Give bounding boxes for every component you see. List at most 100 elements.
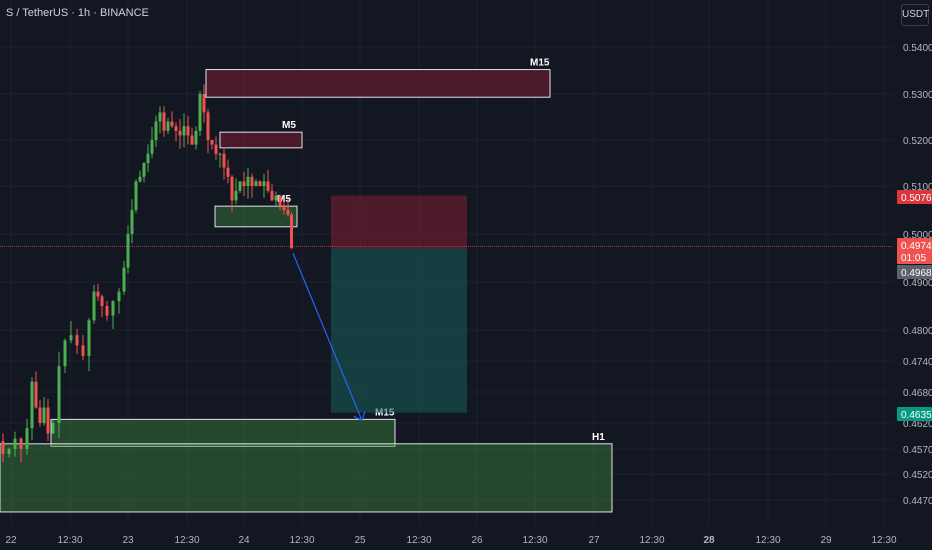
take-profit-zone [331,248,467,413]
x-tick-label: 12:30 [174,535,199,546]
candle [138,176,142,182]
price-badge-current: 0.4974 [901,241,932,252]
candle [69,335,73,341]
price-countdown: 01:05 [901,253,926,264]
candle [13,438,17,449]
zone-m5-demand [214,205,298,228]
y-tick-label: 0.4470 [903,496,932,507]
candle [63,340,67,367]
projection-arrowhead [353,411,366,422]
candle [186,126,190,136]
zone-label: M15 [530,58,550,69]
zone-label: M15 [375,407,395,418]
candle [198,94,202,131]
candle [178,130,182,136]
x-tick-label: 25 [354,535,366,546]
candle [182,126,186,136]
candle [158,112,162,122]
candle [92,291,96,321]
y-tick-label: 0.4570 [903,445,932,456]
y-tick-label: 0.5300 [903,90,932,101]
y-tick-label: 0.4740 [903,357,932,368]
candle [286,210,290,215]
y-tick-label: 0.4680 [903,388,932,399]
candle [150,140,154,154]
price-badge-current-bg [897,238,932,252]
candle [142,163,146,177]
projection-arrow [292,252,363,421]
price-badge-upper-bg [897,190,932,204]
x-tick-label: 24 [238,535,250,546]
candle [130,210,134,234]
candle [42,407,46,423]
candle [226,167,230,177]
candle [254,181,258,186]
candle [174,126,178,131]
y-tick-label: 0.5100 [903,182,932,193]
zone-label: M5 [277,194,291,205]
x-tick-label: 26 [471,535,483,546]
x-tick-label: 12:30 [406,535,431,546]
y-tick-label: 0.5200 [903,136,932,147]
candle [170,121,174,127]
y-tick-label: 0.4900 [903,278,932,289]
x-tick-label: 28 [703,535,715,546]
zone-h1-demand [0,443,613,513]
candle [126,234,130,268]
price-badge-lower-bg [897,407,932,421]
y-tick-label: 0.5000 [903,230,932,241]
candle [190,135,194,145]
candle [206,112,210,140]
stop-loss-zone [331,195,467,249]
candle [51,423,55,434]
zone-m15-supply [205,69,551,98]
x-tick-label: 29 [820,535,832,546]
symbol-title: S / TetherUS · 1h · BINANCE [6,7,149,19]
candle [122,267,126,292]
candle [30,381,34,429]
candle [34,381,38,408]
candle [258,181,262,186]
candle [274,195,278,201]
candle [282,205,286,210]
candle [105,306,109,316]
candle [250,176,254,186]
price-badge-below-bg [897,265,932,279]
price-badge-below: 0.4968 [901,268,932,279]
x-tick-label: 12:30 [57,535,82,546]
candle [1,441,5,454]
candle [19,438,23,449]
price-badge-upper: 0.5076 [901,193,932,204]
candle [166,121,170,131]
candle [100,296,104,306]
candle [210,140,214,145]
zone-m15-demand [50,418,396,447]
candle [57,366,61,423]
candle [242,181,246,186]
candle [75,335,79,346]
candle [146,153,150,163]
candle [222,153,226,168]
candle [246,176,250,186]
zone-m5-supply [219,131,303,149]
x-tick-label: 12:30 [289,535,314,546]
candle [38,407,42,423]
candle [25,428,29,449]
candle [278,195,282,206]
y-tick-label: 0.4800 [903,326,932,337]
x-tick-label: 27 [588,535,600,546]
price-badge-lower: 0.4635 [901,410,932,421]
candle [111,301,115,316]
candle [266,181,270,191]
x-tick-label: 22 [5,535,17,546]
y-tick-label: 0.5400 [903,43,932,54]
zone-label: M5 [282,120,296,131]
x-tick-label: 12:30 [871,535,896,546]
candle [154,121,158,140]
candle [218,153,222,155]
price-countdown-bg [897,250,932,264]
candle [270,190,274,201]
currency-button[interactable]: USDT [901,4,929,26]
candle [194,130,198,145]
